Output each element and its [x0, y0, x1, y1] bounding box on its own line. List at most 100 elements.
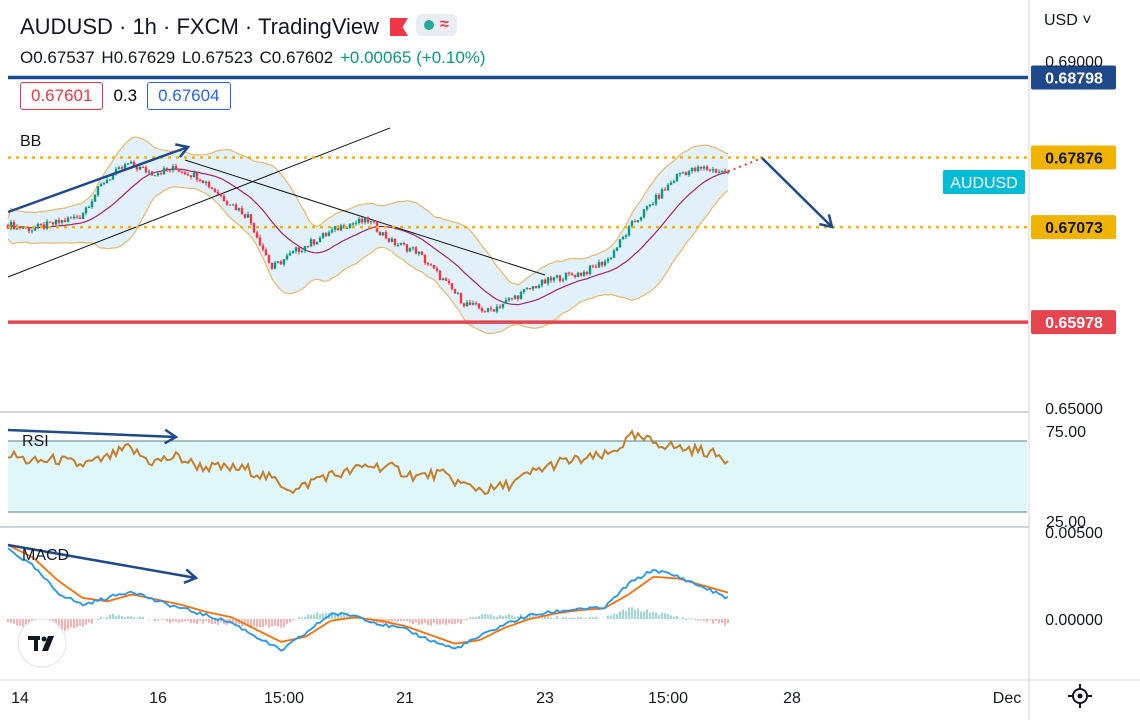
candle-body: [297, 247, 301, 252]
candle-body: [123, 164, 127, 169]
macd-lines: [7, 544, 729, 652]
flag-icon[interactable]: [390, 18, 408, 36]
candle-body: [126, 163, 130, 165]
settings-gear-icon[interactable]: [1068, 684, 1092, 708]
level-label-3: 0.65978: [1045, 315, 1103, 332]
candle-body: [102, 183, 106, 185]
bollinger-lower-line: [7, 186, 729, 334]
candle-body: [663, 189, 667, 191]
candle-body: [81, 213, 85, 219]
candle-body: [246, 214, 250, 218]
main-pane[interactable]: [0, 0, 1030, 412]
candle-body: [165, 168, 169, 170]
candle-body: [393, 238, 397, 246]
buy-price-button[interactable]: 0.67604: [147, 82, 231, 110]
candle-body: [708, 169, 712, 171]
spread-value: 0.3: [113, 86, 138, 105]
candle-body: [42, 224, 46, 229]
candle-body: [303, 246, 307, 252]
candle-body: [717, 171, 721, 173]
arrow-macd: [7, 543, 197, 580]
candle-body: [258, 237, 262, 246]
candle-body: [153, 175, 157, 177]
level-label-box-2: [1031, 215, 1116, 240]
candle-body: [144, 167, 148, 173]
candle-body: [696, 166, 700, 171]
candle-body: [666, 184, 670, 191]
candle-body: [285, 255, 289, 260]
candle-body: [339, 225, 343, 231]
candle-body: [711, 169, 715, 171]
arrow-rsi-head: [164, 428, 179, 445]
candle-body: [714, 169, 718, 173]
candle-body: [33, 228, 37, 231]
candle-body: [465, 302, 469, 307]
market-status-pill[interactable]: ≈: [416, 14, 457, 36]
candle-body: [498, 306, 502, 308]
candle-body: [141, 166, 145, 168]
candle-body: [699, 166, 703, 169]
candle-body: [450, 283, 454, 290]
candle-body: [204, 181, 208, 184]
candle-body: [423, 254, 427, 263]
candles[interactable]: [6, 160, 730, 314]
candle-body: [12, 222, 16, 230]
candle-body: [639, 217, 643, 221]
candle-body: [405, 244, 409, 252]
candle-body: [420, 251, 424, 255]
candle-body: [225, 201, 229, 205]
candle-body: [549, 277, 553, 281]
currency-selector[interactable]: USD ˅: [1044, 12, 1092, 29]
candle-body: [594, 266, 598, 268]
sell-price-button[interactable]: 0.67601: [20, 82, 104, 110]
candle-body: [573, 275, 577, 277]
candle-body: [600, 262, 604, 266]
candle-body: [186, 174, 190, 176]
symbol-title[interactable]: AUDUSD · 1h · FXCM · TradingView: [20, 14, 380, 39]
candle-body: [363, 217, 367, 223]
candle-body: [426, 262, 430, 265]
candle-body: [432, 264, 436, 269]
candle-body: [327, 232, 331, 236]
candle-body: [540, 279, 544, 286]
candle-body: [417, 251, 421, 254]
candle-body: [39, 223, 43, 225]
time-tick-2: 15:00: [264, 690, 304, 707]
candle-body: [222, 196, 226, 202]
time-tick-3: 21: [396, 690, 414, 707]
candle-body: [366, 217, 370, 223]
candle-body: [537, 285, 541, 289]
candle-body: [438, 270, 442, 281]
candle-body: [723, 170, 727, 174]
macd-signal-line: [7, 544, 729, 645]
candle-body: [351, 223, 355, 225]
candle-body: [453, 289, 457, 294]
time-tick-1: 16: [149, 690, 167, 707]
candle-body: [543, 279, 547, 284]
annotation-arrows[interactable]: [7, 143, 834, 584]
candle-body: [690, 167, 694, 172]
candle-body: [612, 250, 616, 258]
arrow-rsi: [7, 428, 177, 439]
candle-body: [195, 172, 199, 180]
candle-body: [597, 262, 601, 268]
candle-body: [315, 242, 319, 245]
candle-body: [534, 286, 538, 289]
candle-body: [693, 167, 697, 171]
candle-body: [630, 221, 634, 227]
candle-body: [510, 298, 514, 300]
candle-body: [486, 308, 490, 312]
candle-body: [624, 235, 628, 237]
horizontal-levels[interactable]: 0.68798 0.67876 0.67073 0.65978 AUDUSD: [8, 65, 1116, 335]
candle-body: [18, 225, 22, 228]
candle-body: [687, 171, 691, 176]
candle-body: [552, 277, 556, 281]
candle-body: [495, 306, 499, 312]
candle-body: [384, 232, 388, 239]
candle-body: [105, 179, 109, 184]
candle-body: [645, 206, 649, 210]
candle-body: [519, 291, 523, 300]
candle-body: [48, 221, 52, 223]
